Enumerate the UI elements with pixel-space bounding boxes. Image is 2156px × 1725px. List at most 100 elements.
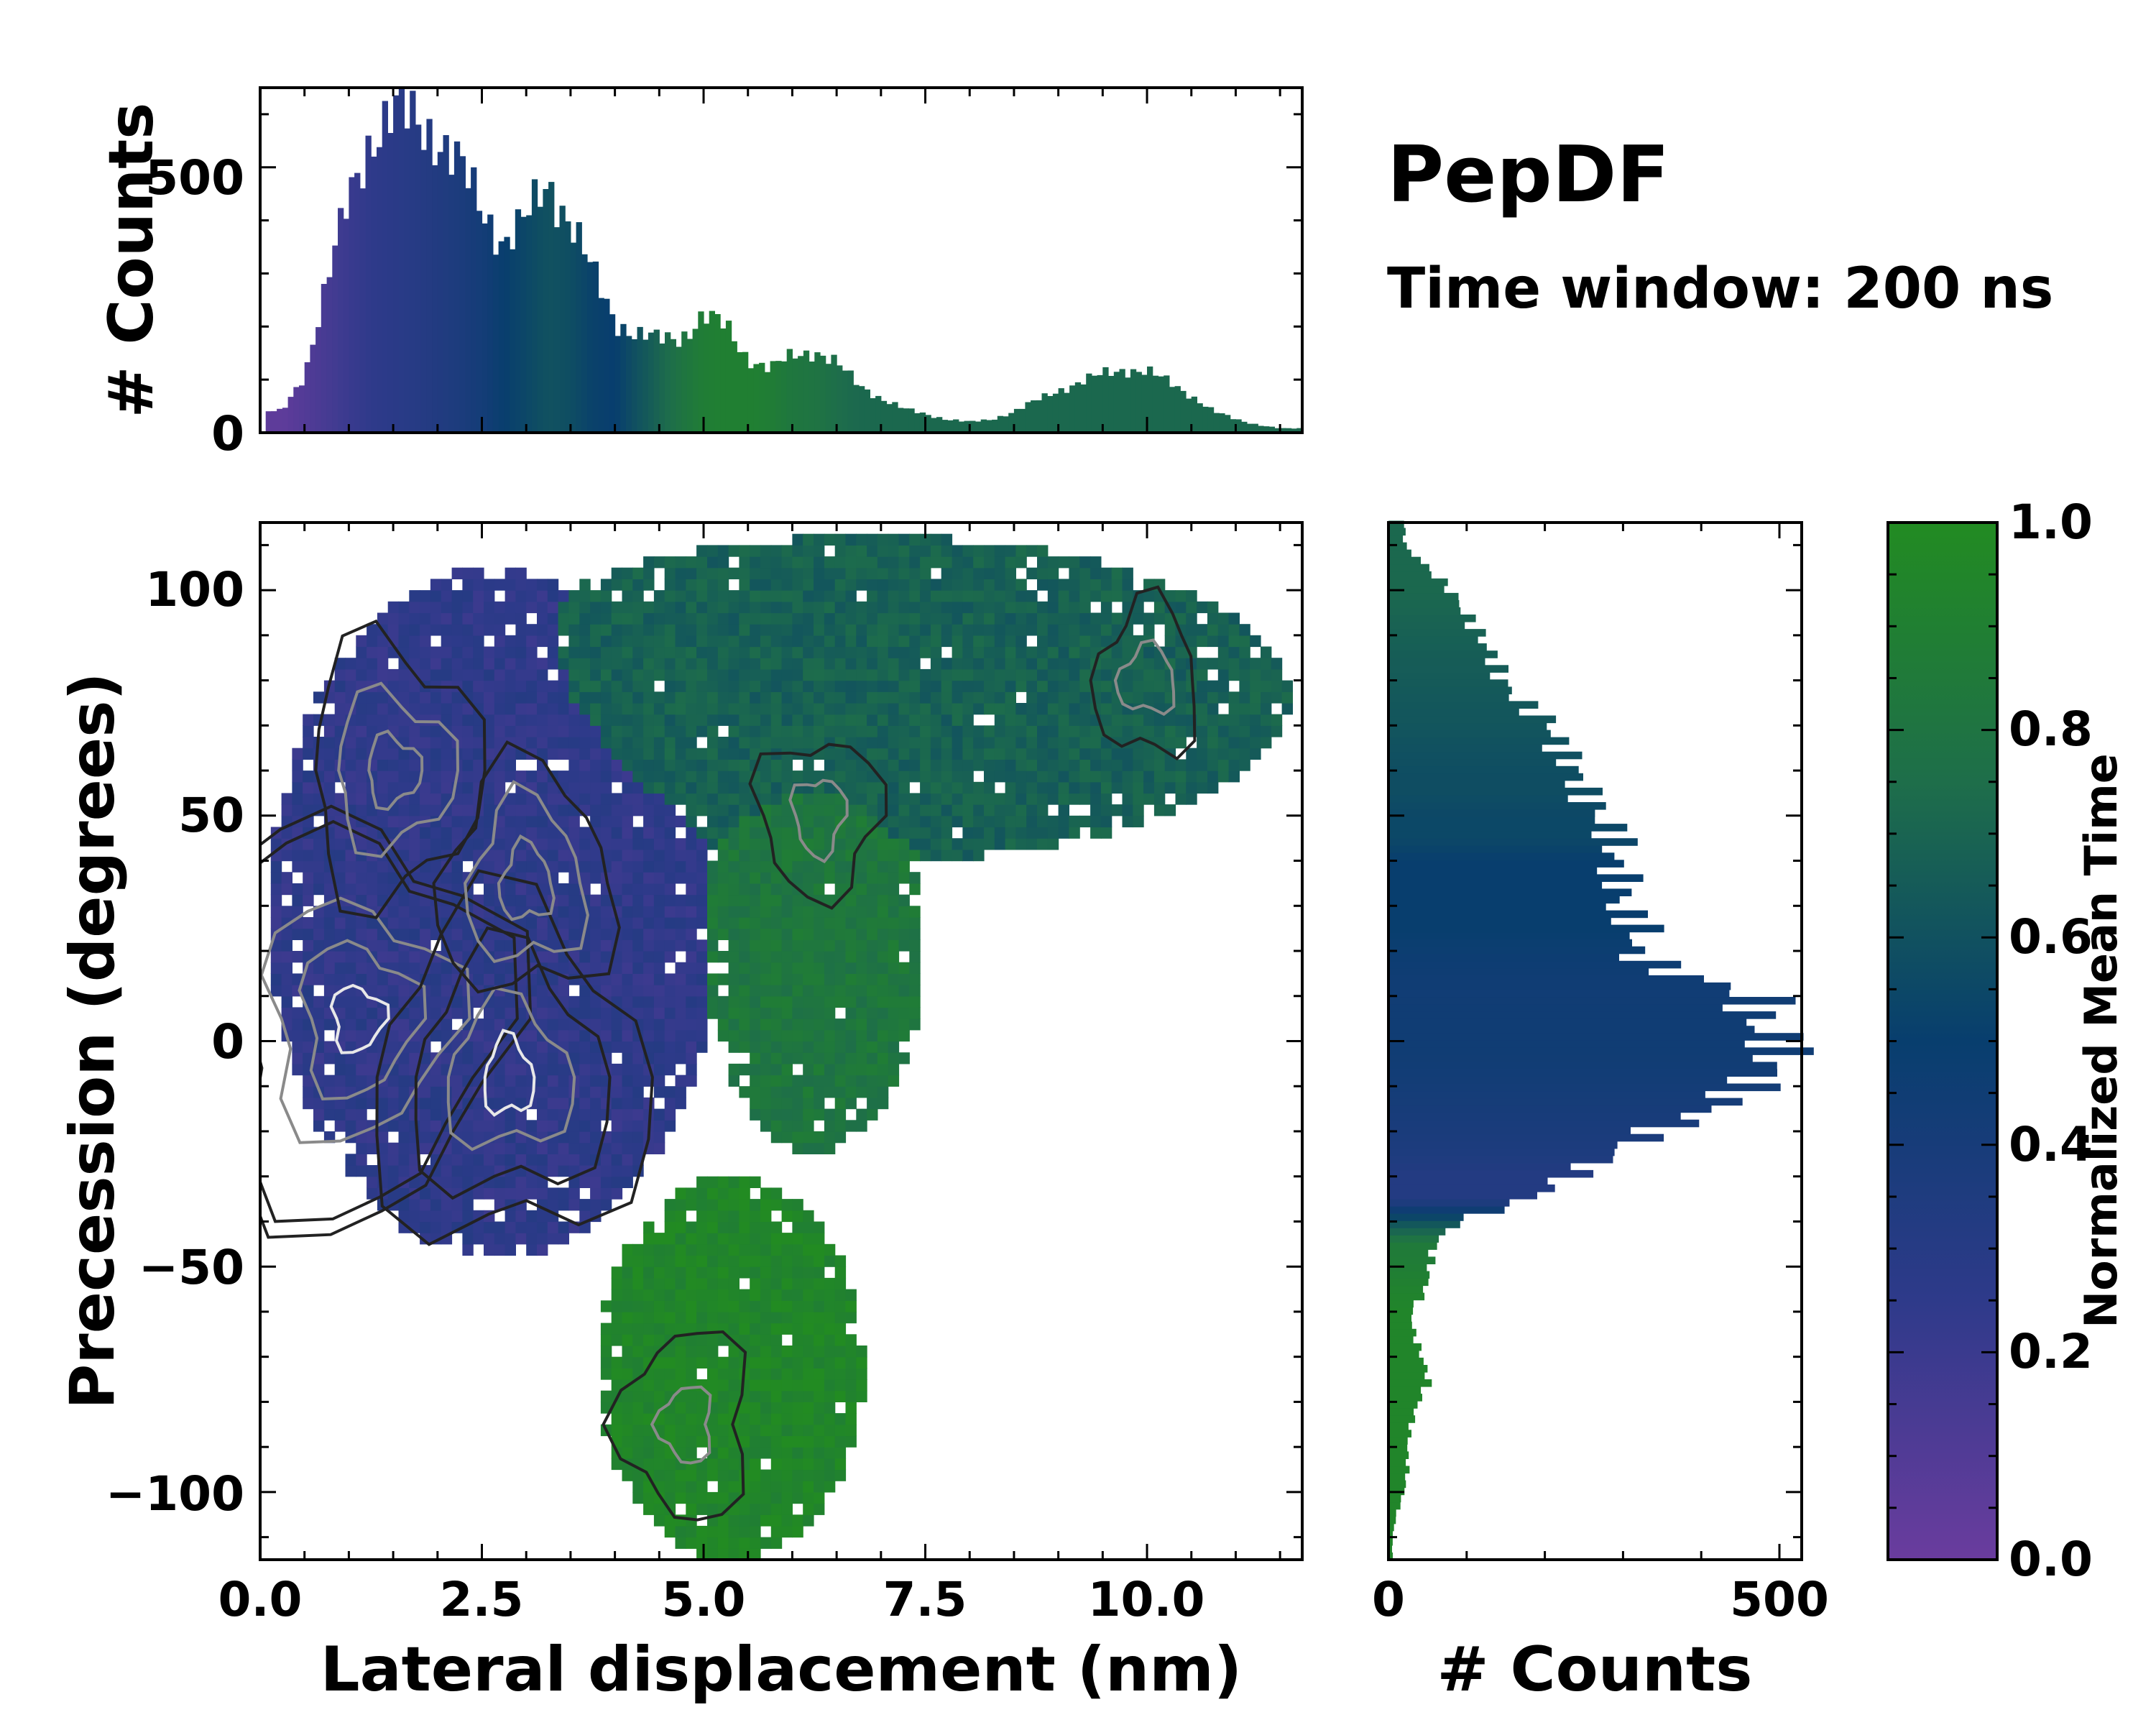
- heatmap-cell: [675, 556, 686, 569]
- heatmap-cell: [558, 668, 569, 681]
- heatmap-cell: [803, 759, 814, 771]
- heatmap-cell: [814, 737, 825, 749]
- heatmap-cell: [568, 1029, 580, 1042]
- heatmap-cell: [920, 849, 931, 862]
- heatmap-cell: [686, 1075, 697, 1087]
- heatmap-cell: [834, 781, 847, 794]
- heatmap-cell: [814, 1356, 825, 1368]
- heatmap-cell: [686, 1491, 697, 1504]
- heatmap-cell: [770, 624, 783, 636]
- heatmap-cell: [920, 545, 931, 557]
- heatmap-cell: [803, 668, 814, 681]
- heatmap-cell: [770, 1108, 783, 1121]
- heatmap-cell: [707, 995, 719, 1008]
- heatmap-cell: [1217, 635, 1230, 648]
- heatmap-cell: [728, 1210, 740, 1223]
- heatmap-cell: [632, 668, 644, 681]
- heatmap-cell: [1122, 668, 1133, 681]
- heatmap-cell: [462, 815, 474, 828]
- heatmap-cell: [739, 995, 750, 1008]
- heatmap-cell: [377, 815, 389, 828]
- heatmap-cell: [1239, 759, 1250, 771]
- heatmap-cell: [345, 1041, 356, 1053]
- heatmap-cell: [814, 1346, 825, 1358]
- heatmap-cell: [834, 995, 847, 1008]
- heatmap-cell: [770, 1007, 783, 1019]
- right-histogram-bar: [1388, 1184, 1555, 1192]
- heatmap-cell: [643, 1503, 655, 1515]
- heatmap-cell: [824, 1052, 836, 1064]
- heatmap-cell: [760, 1413, 772, 1425]
- heatmap-cell: [356, 1007, 367, 1019]
- heatmap-cell: [505, 1154, 516, 1166]
- heatmap-cell: [568, 680, 580, 692]
- heatmap-cell: [387, 1176, 400, 1188]
- heatmap-cell: [632, 1379, 644, 1392]
- top-histogram-bar: [349, 177, 355, 433]
- heatmap-cell: [1186, 770, 1197, 783]
- heatmap-cell: [1026, 612, 1038, 625]
- heatmap-cell: [430, 995, 442, 1008]
- heatmap-cell: [962, 827, 974, 839]
- heatmap-cell: [834, 804, 847, 816]
- heatmap-cell: [845, 567, 857, 579]
- heatmap-cell: [313, 691, 325, 704]
- heatmap-cell: [760, 1277, 772, 1290]
- heatmap-cell: [600, 759, 612, 771]
- heatmap-cell: [526, 985, 538, 997]
- heatmap-cell: [1026, 624, 1038, 636]
- top-histogram-bar: [387, 133, 394, 433]
- heatmap-cell: [696, 781, 708, 794]
- heatmap-cell: [814, 601, 825, 614]
- heatmap-cell: [728, 1311, 740, 1324]
- heatmap-cell: [653, 1131, 665, 1144]
- right-histogram-bar: [1388, 578, 1448, 586]
- heatmap-cell: [909, 973, 921, 985]
- heatmap-cell: [1153, 691, 1166, 704]
- heatmap-cell: [622, 1424, 633, 1437]
- heatmap-cell: [590, 1052, 602, 1064]
- heatmap-cell: [845, 1063, 857, 1076]
- heatmap-cell: [398, 1120, 410, 1132]
- heatmap-cell: [398, 1086, 410, 1098]
- heatmap-cell: [877, 635, 889, 648]
- heatmap-cell: [367, 928, 378, 940]
- right-histogram-bar: [1388, 967, 1649, 976]
- heatmap-cell: [1111, 590, 1123, 602]
- heatmap-cell: [303, 973, 314, 985]
- heatmap-cell: [377, 939, 389, 952]
- heatmap-cell: [1058, 635, 1069, 648]
- heatmap-cell: [898, 737, 910, 749]
- heatmap-cell: [611, 612, 623, 625]
- heatmap-cell: [505, 725, 516, 737]
- heatmap-cell: [622, 770, 633, 783]
- heatmap-cell: [803, 906, 814, 918]
- heatmap-cell: [367, 917, 378, 929]
- heatmap-cell: [632, 973, 644, 985]
- heatmap-cell: [760, 1199, 772, 1211]
- heatmap-cell: [728, 1289, 740, 1301]
- heatmap-cell: [781, 680, 793, 692]
- heatmap-cell: [770, 1390, 783, 1402]
- heatmap-cell: [622, 1018, 633, 1031]
- heatmap-cell: [632, 1131, 644, 1144]
- heatmap-cell: [653, 1447, 665, 1459]
- heatmap-cell: [770, 995, 783, 1008]
- heatmap-cell: [781, 1413, 793, 1425]
- top-histogram-bar: [315, 327, 322, 433]
- heatmap-cell: [1026, 601, 1038, 614]
- top-histogram-bar: [1113, 372, 1120, 433]
- heatmap-cell: [643, 883, 655, 896]
- heatmap-cell: [834, 1131, 847, 1144]
- heatmap-cell: [728, 1243, 740, 1256]
- heatmap-cell: [622, 1154, 633, 1166]
- heatmap-cell: [430, 691, 442, 704]
- heatmap-cell: [962, 579, 974, 591]
- heatmap-cell: [323, 883, 336, 896]
- heatmap-cell: [675, 737, 686, 749]
- heatmap-cell: [1047, 680, 1059, 692]
- heatmap-cell: [760, 973, 772, 985]
- heatmap-cell: [814, 962, 825, 974]
- heatmap-cell: [1228, 737, 1240, 749]
- heatmap-cell: [590, 1086, 602, 1098]
